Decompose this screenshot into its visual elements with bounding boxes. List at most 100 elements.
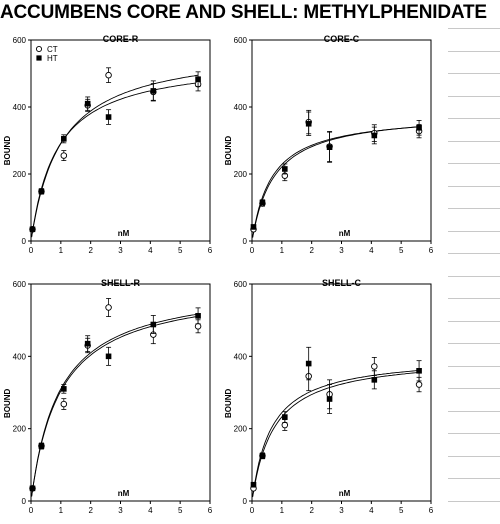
data-point-ct	[60, 400, 68, 408]
y-tick-label: 600	[234, 36, 248, 45]
chart-title: SHELL-C	[322, 278, 361, 288]
data-point-ht	[38, 188, 45, 195]
data-point-ht	[371, 377, 378, 383]
fit-curve	[31, 313, 199, 497]
fit-curve	[31, 315, 199, 497]
note-line	[448, 320, 500, 322]
x-tick-label: 0	[250, 506, 255, 515]
y-tick-label: 0	[243, 497, 248, 506]
y-tick-label: 200	[234, 425, 248, 434]
legend-label: CT	[47, 45, 58, 54]
x-tick-label: 2	[88, 506, 93, 515]
note-line	[448, 163, 500, 164]
note-line	[448, 140, 500, 142]
y-tick-label: 400	[13, 103, 27, 112]
chart-title: CORE-C	[324, 34, 360, 44]
data-point-ht	[416, 124, 422, 131]
note-line	[448, 253, 500, 254]
x-tick-label: 5	[399, 506, 404, 515]
notes-panel	[448, 28, 500, 524]
x-tick-label: 2	[88, 246, 93, 255]
note-line	[448, 275, 500, 277]
x-axis-label: nM	[118, 229, 130, 238]
chart-panel: 0 200 400 600 0 1 2 3 4 5 6 nM BOUND CORE-C	[224, 34, 434, 255]
x-tick-label: 0	[29, 506, 34, 515]
x-tick-label: 1	[280, 246, 285, 255]
x-tick-label: 4	[369, 246, 374, 255]
note-line	[448, 298, 500, 299]
data-point-ht	[250, 224, 257, 230]
note-line	[448, 185, 500, 187]
data-point-ht	[105, 353, 112, 360]
note-line	[448, 500, 500, 502]
data-point-ht	[195, 76, 201, 82]
data-point-ht	[371, 132, 378, 139]
note-line	[448, 365, 500, 367]
data-point-ht	[282, 166, 288, 172]
plot-frame	[251, 39, 432, 242]
y-tick-label: 0	[22, 237, 27, 246]
fit-curve	[252, 372, 420, 498]
legend-marker-ct	[35, 45, 43, 53]
data-point-ct	[371, 363, 378, 370]
page-title: ACCUMBENS CORE AND SHELL: METHYLPHENIDAT…	[0, 2, 487, 23]
x-axis-label: nM	[339, 229, 351, 238]
data-point-ct	[60, 152, 68, 159]
data-point-ct	[194, 323, 202, 330]
data-point-ht	[105, 114, 112, 120]
y-tick-label: 600	[13, 36, 27, 45]
data-point-ht	[150, 321, 157, 328]
plot-frame	[251, 283, 432, 502]
y-axis-label: BOUND	[224, 136, 233, 166]
data-point-ht	[84, 340, 91, 347]
x-axis-label: nM	[118, 489, 130, 498]
y-tick-label: 0	[243, 237, 248, 246]
note-line	[448, 208, 500, 209]
x-tick-label: 4	[148, 506, 153, 515]
x-tick-label: 6	[208, 506, 213, 515]
y-tick-label: 400	[234, 103, 248, 112]
x-tick-label: 0	[250, 246, 255, 255]
y-tick-label: 0	[22, 497, 27, 506]
data-point-ct	[105, 304, 112, 311]
data-point-ct	[105, 71, 112, 79]
note-line	[448, 478, 500, 479]
x-tick-label: 1	[59, 246, 64, 255]
note-line	[448, 343, 500, 344]
note-line	[448, 50, 500, 52]
data-point-ht	[195, 313, 201, 319]
data-point-ht	[29, 226, 36, 233]
note-line	[448, 95, 500, 97]
x-tick-label: 5	[178, 506, 183, 515]
data-point-ht	[259, 199, 266, 206]
y-tick-label: 400	[13, 352, 27, 361]
note-line	[448, 433, 500, 434]
note-line	[448, 73, 500, 74]
x-tick-label: 3	[118, 506, 123, 515]
x-tick-label: 5	[399, 246, 404, 255]
note-line	[448, 28, 500, 29]
legend-label: HT	[47, 54, 58, 63]
data-point-ht	[305, 120, 312, 127]
x-tick-label: 6	[208, 246, 213, 255]
y-tick-label: 200	[13, 425, 27, 434]
data-point-ct	[415, 381, 423, 388]
x-tick-label: 3	[118, 246, 123, 255]
x-tick-label: 5	[178, 246, 183, 255]
note-line	[448, 118, 500, 119]
data-point-ht	[326, 396, 333, 402]
x-tick-label: 1	[280, 506, 285, 515]
y-tick-label: 400	[234, 352, 248, 361]
x-tick-label: 6	[429, 246, 434, 255]
chart-title: CORE-R	[103, 34, 139, 44]
x-tick-label: 6	[429, 506, 434, 515]
y-axis-label: BOUND	[3, 388, 12, 418]
x-tick-label: 3	[339, 506, 344, 515]
note-line	[448, 455, 500, 457]
data-point-ht	[61, 136, 67, 142]
data-point-ht	[416, 368, 422, 374]
fit-curve	[31, 82, 199, 237]
data-point-ht	[250, 481, 257, 488]
note-line	[448, 410, 500, 412]
